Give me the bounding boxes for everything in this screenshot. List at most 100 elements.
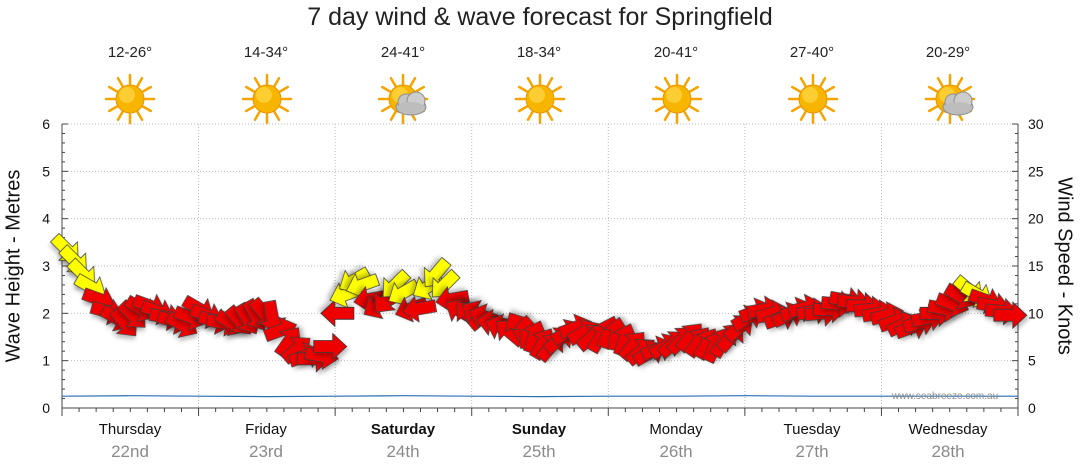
- sun-ray: [819, 110, 827, 122]
- day-date-monday: 26th: [659, 442, 693, 461]
- day-date-tuesday: 27th: [795, 442, 829, 461]
- sun-icon: [787, 73, 839, 125]
- sun-ray: [253, 76, 261, 88]
- sun-ray: [654, 85, 665, 93]
- sun-ray: [278, 85, 289, 93]
- day-name-sunday: Sunday: [511, 421, 567, 438]
- sun-ray: [517, 105, 529, 113]
- tick-label-left: 5: [42, 163, 50, 179]
- sun-highlight: [529, 87, 545, 103]
- sun-ray: [927, 85, 938, 93]
- tick-label-left: 0: [42, 400, 50, 416]
- tick-label-right: 30: [1028, 116, 1044, 132]
- day-date-thursday: 22nd: [111, 442, 149, 461]
- wave-height-line: [61, 395, 1018, 398]
- sun-ray: [688, 85, 699, 93]
- tick-label-left: 1: [42, 353, 50, 369]
- tick-label-right: 0: [1028, 400, 1036, 416]
- sun-highlight: [255, 87, 272, 103]
- wind-arrow: [313, 332, 348, 361]
- sun-ray: [551, 105, 563, 113]
- sun-ray: [936, 76, 944, 88]
- sun-ray: [244, 105, 256, 113]
- sun-ray: [791, 105, 802, 113]
- day-date-saturday: 24th: [386, 442, 420, 461]
- wind-arrow: [402, 295, 438, 323]
- sun-ray: [244, 85, 256, 93]
- day-name-thursday: Thursday: [98, 421, 162, 438]
- sun-ray: [546, 110, 554, 122]
- tick-label-left: 3: [42, 258, 50, 274]
- sun-ray: [546, 76, 554, 88]
- tick-label-right: 10: [1028, 305, 1044, 321]
- wind-arrow: [320, 299, 355, 328]
- tick-label-left: 6: [42, 116, 50, 132]
- wind-arrow: [993, 301, 1028, 330]
- sun-ray: [390, 76, 398, 88]
- sun-ray: [961, 85, 972, 93]
- sun-ray: [117, 110, 125, 122]
- day-date-wednesday: 28th: [931, 442, 965, 461]
- sun-ray: [824, 105, 836, 113]
- temp-tuesday: 27-40°: [789, 44, 835, 61]
- sun-ray: [136, 110, 144, 122]
- day-name-saturday: Saturday: [370, 421, 436, 438]
- sun-ray: [526, 110, 534, 122]
- day-date-sunday: 25th: [522, 442, 556, 461]
- sun-icon: [514, 73, 566, 125]
- sun-ray: [682, 76, 690, 88]
- sun-highlight: [802, 87, 819, 103]
- sun-cloud-icon: [924, 73, 975, 125]
- sun-ray: [551, 85, 563, 93]
- sun-ray: [381, 85, 392, 93]
- sun-icon: [241, 73, 293, 125]
- sun-ray: [663, 110, 671, 122]
- sun-ray: [108, 85, 119, 93]
- chart-title: 7 day wind & wave forecast for Springfie…: [307, 3, 773, 31]
- sun-cloud-icon: [378, 73, 429, 125]
- temp-saturday: 24-41°: [380, 44, 426, 61]
- tick-label-right: 15: [1028, 258, 1044, 274]
- sun-ray: [819, 76, 827, 88]
- sun-ray: [415, 85, 426, 93]
- sun-ray: [108, 105, 119, 113]
- sun-ray: [142, 105, 153, 113]
- sun-ray: [824, 85, 836, 93]
- sun-ray: [927, 105, 938, 113]
- sun-ray: [955, 76, 963, 88]
- sun-ray: [253, 110, 261, 122]
- tick-label-left: 2: [42, 305, 50, 321]
- sun-ray: [517, 85, 529, 93]
- tick-label-right: 20: [1028, 211, 1044, 227]
- sun-ray: [273, 110, 281, 122]
- sun-ray: [791, 85, 802, 93]
- temp-wednesday: 20-29°: [925, 44, 971, 61]
- sun-ray: [136, 76, 144, 88]
- sun-highlight: [665, 87, 682, 103]
- temp-monday: 20-41°: [653, 44, 699, 61]
- sun-ray: [936, 110, 944, 122]
- day-name-tuesday: Tuesday: [783, 421, 841, 438]
- sun-ray: [799, 110, 807, 122]
- sun-ray: [526, 76, 534, 88]
- sun-ray: [142, 85, 153, 93]
- sun-ray: [117, 76, 125, 88]
- sun-ray: [799, 76, 807, 88]
- day-name-monday: Monday: [649, 421, 703, 438]
- tick-label-right: 5: [1028, 353, 1036, 369]
- sun-ray: [682, 110, 690, 122]
- cloud-shape: [395, 91, 427, 116]
- temp-friday: 14-34°: [243, 44, 289, 61]
- sun-icon: [651, 73, 702, 125]
- sun-icon: [105, 73, 156, 125]
- day-date-friday: 23rd: [248, 442, 284, 461]
- sun-ray: [390, 110, 398, 122]
- sun-ray: [663, 76, 671, 88]
- tick-label-right: 25: [1028, 163, 1044, 179]
- sun-ray: [654, 105, 665, 113]
- day-name-friday: Friday: [245, 421, 287, 438]
- sun-highlight: [119, 87, 136, 103]
- sun-ray: [381, 105, 392, 113]
- day-name-wednesday: Wednesday: [908, 421, 988, 438]
